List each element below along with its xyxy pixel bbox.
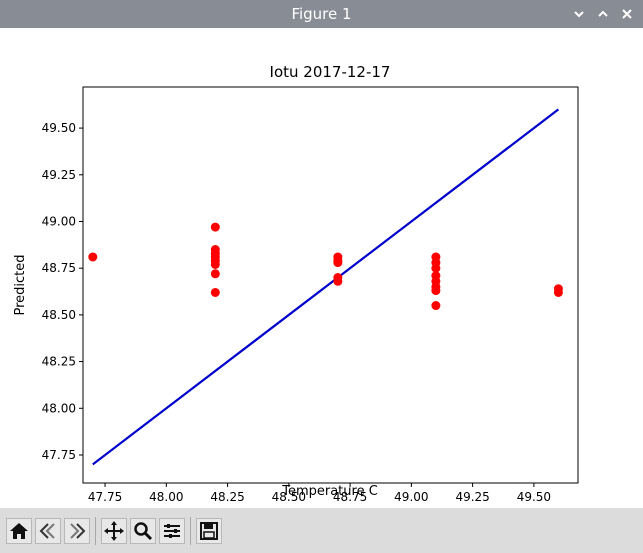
x-tick-label: 49.00 [394, 490, 428, 504]
data-point [431, 286, 441, 296]
maximize-button[interactable] [593, 4, 613, 24]
x-tick-label: 48.50 [272, 490, 306, 504]
chart-title: Iotu 2017-12-17 [270, 63, 391, 81]
minimize-button[interactable] [569, 4, 589, 24]
pan-icon [104, 520, 124, 541]
y-tick-label: 48.25 [42, 355, 76, 369]
save-button[interactable] [196, 517, 222, 544]
x-axis: 47.75 48.00 48.25 48.50 48.75 49.00 49.25 49.50 [88, 483, 551, 504]
zoom-button[interactable] [130, 517, 156, 544]
y-tick-label: 47.75 [42, 448, 76, 462]
chevron-down-icon [574, 11, 584, 18]
data-point [210, 222, 220, 232]
configure-subplots-icon [164, 523, 180, 538]
data-point [333, 258, 343, 268]
toolbar-separator [190, 516, 191, 545]
window-title: Figure 1 [291, 5, 352, 23]
x-tick-label: 48.75 [333, 490, 367, 504]
x-tick-label: 47.75 [88, 490, 122, 504]
configure-subplots-button[interactable] [159, 517, 185, 544]
fit-line [92, 108, 560, 466]
y-axis: 47.75 48.00 48.25 48.50 48.75 49.00 49.25 49.50 [42, 121, 83, 462]
data-point [88, 252, 98, 262]
data-point [431, 301, 441, 311]
navigation-toolbar [0, 508, 643, 553]
pan-button[interactable] [101, 517, 127, 544]
close-button[interactable] [617, 4, 637, 24]
toolbar-separator [95, 516, 96, 545]
y-tick-label: 49.25 [42, 168, 76, 182]
y-tick-label: 49.50 [42, 121, 76, 135]
data-point [333, 276, 343, 286]
data-point [431, 263, 441, 273]
back-icon [39, 522, 55, 539]
save-icon [200, 521, 218, 540]
scatter-chart: Iotu 2017-12-17 47.75 48.00 48.25 48.50 48.7… [13, 63, 579, 504]
home-button[interactable] [6, 517, 32, 544]
window-titlebar: Figure 1 [0, 0, 643, 28]
x-tick-label: 49.50 [517, 490, 551, 504]
data-point [210, 259, 220, 269]
y-tick-label: 48.75 [42, 261, 76, 275]
x-axis-label: Temperature C [281, 484, 378, 499]
close-icon [622, 9, 632, 19]
data-point [210, 287, 220, 297]
y-tick-label: 49.00 [42, 214, 76, 228]
data-point [210, 269, 220, 279]
back-button[interactable] [35, 517, 61, 544]
y-axis-label: Predicted [13, 254, 28, 315]
x-tick-label: 49.25 [455, 490, 489, 504]
fit-line-path [92, 108, 560, 466]
zoom-icon [134, 521, 153, 540]
home-icon [10, 522, 28, 539]
chevron-up-icon [598, 10, 608, 17]
forward-icon [70, 522, 86, 539]
window-controls [569, 0, 637, 28]
data-points [88, 222, 563, 311]
data-point [553, 287, 563, 297]
plot-area [82, 86, 579, 484]
figure-canvas[interactable]: Iotu 2017-12-17 47.75 48.00 48.25 48.50 48.7… [0, 28, 643, 508]
y-tick-label: 48.00 [42, 401, 76, 415]
x-tick-label: 48.00 [149, 490, 183, 504]
forward-button[interactable] [64, 517, 90, 544]
y-tick-label: 48.50 [42, 308, 76, 322]
x-tick-label: 48.25 [210, 490, 244, 504]
